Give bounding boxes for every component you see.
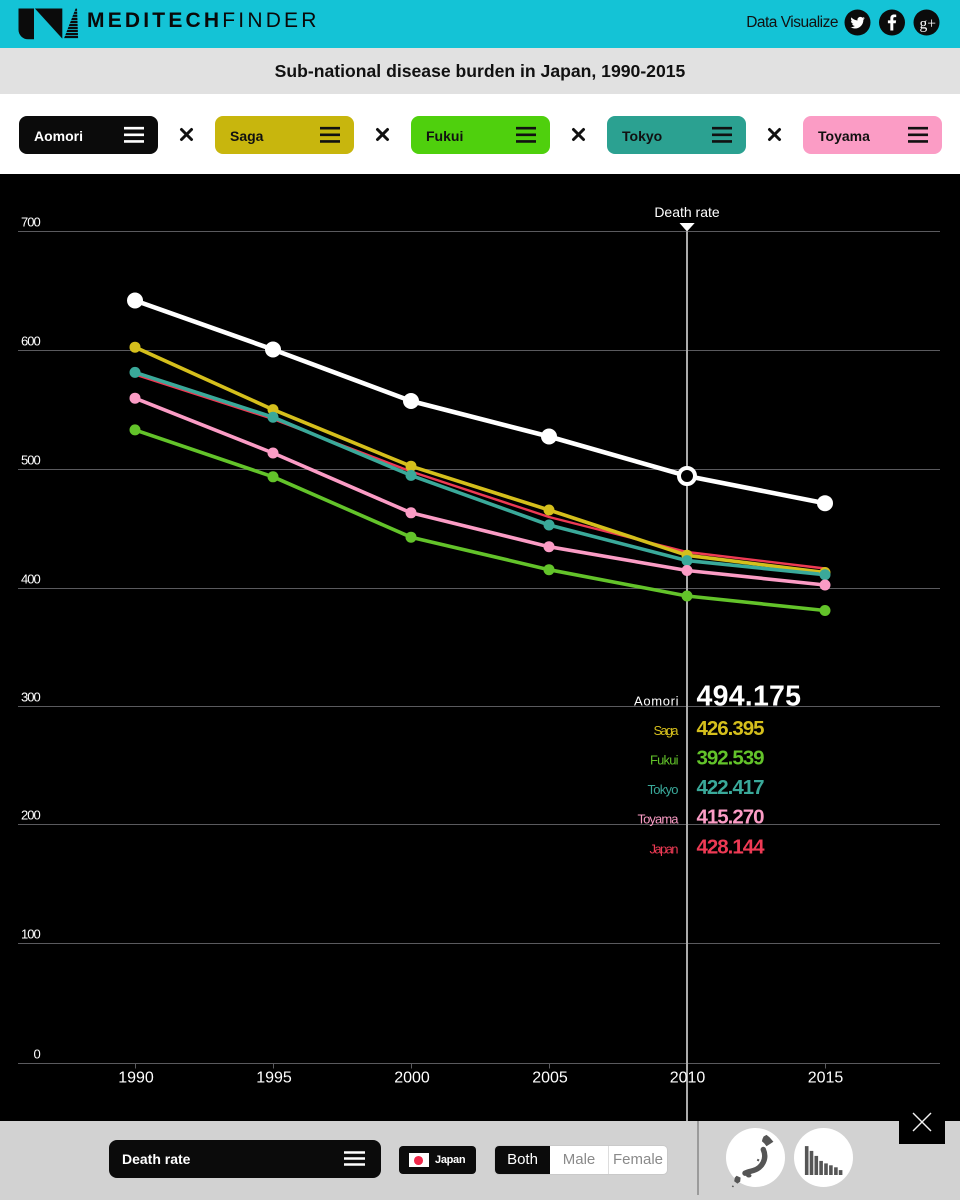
svg-text:2015: 2015 (808, 1070, 844, 1087)
svg-text:Death rate: Death rate (654, 204, 720, 220)
svg-text:2005: 2005 (532, 1070, 568, 1087)
svg-text:300: 300 (21, 690, 41, 705)
svg-text:1995: 1995 (256, 1070, 292, 1087)
svg-text:0: 0 (33, 1047, 40, 1062)
svg-text:Saga: Saga (654, 723, 680, 738)
svg-text:g+: g+ (920, 16, 937, 33)
svg-text:426.395: 426.395 (697, 717, 765, 740)
svg-text:1990: 1990 (118, 1070, 154, 1087)
svg-text:Tokyo: Tokyo (648, 782, 679, 797)
svg-text:415.270: 415.270 (697, 806, 765, 829)
svg-text:Fukui: Fukui (650, 753, 679, 768)
svg-text:600: 600 (21, 334, 41, 349)
svg-text:200: 200 (21, 808, 41, 823)
svg-text:500: 500 (21, 453, 41, 468)
svg-text:Toyama: Toyama (638, 812, 680, 827)
svg-text:400: 400 (21, 572, 41, 587)
svg-text:422.417: 422.417 (697, 776, 765, 799)
svg-text:Japan: Japan (650, 842, 679, 857)
svg-text:100: 100 (21, 927, 41, 942)
svg-text:700: 700 (21, 215, 41, 230)
svg-text:2010: 2010 (670, 1070, 706, 1087)
svg-text:392.539: 392.539 (697, 747, 765, 770)
svg-text:2000: 2000 (394, 1070, 430, 1087)
svg-text:494.175: 494.175 (697, 681, 802, 713)
svg-text:428.144: 428.144 (697, 836, 766, 859)
svg-text:Aomori: Aomori (634, 694, 679, 709)
